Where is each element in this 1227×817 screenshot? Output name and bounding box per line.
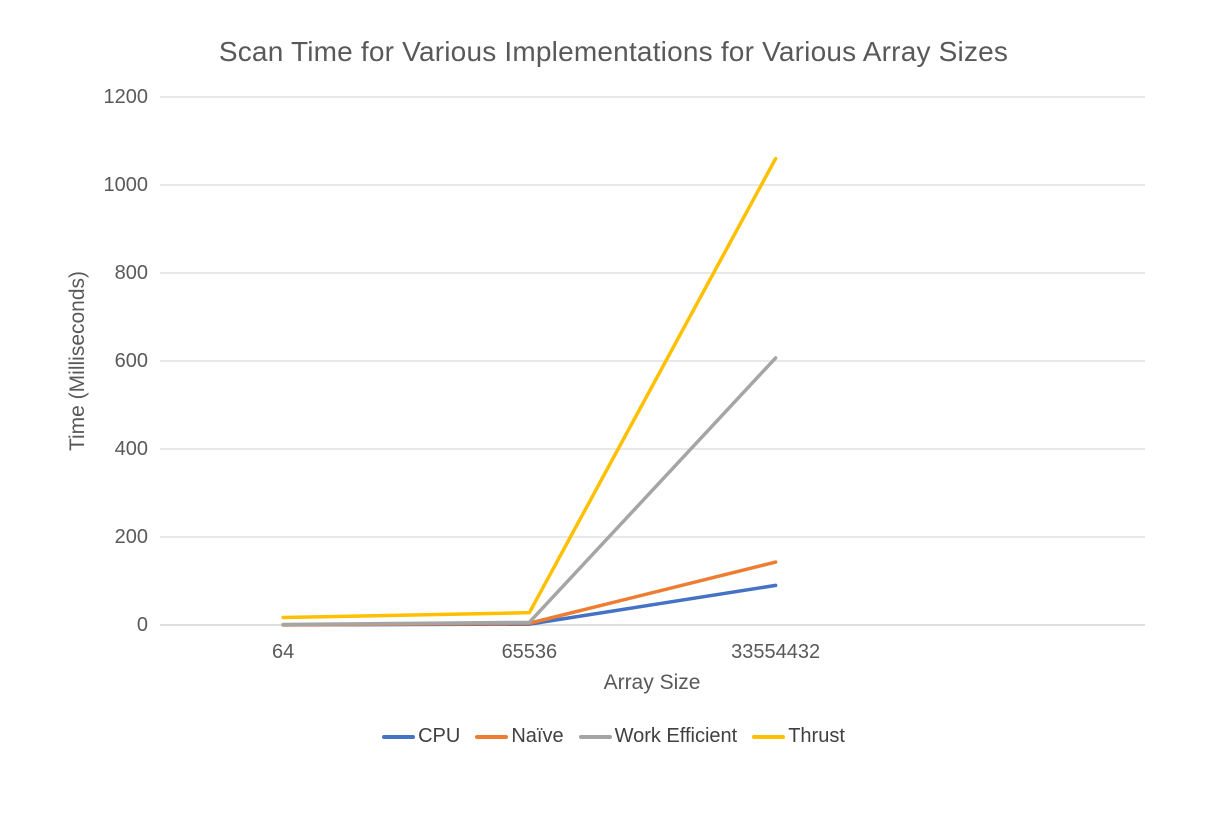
y-axis-tick-label: 600 <box>114 350 148 372</box>
legend-label: CPU <box>418 725 461 747</box>
y-axis-tick-label: 0 <box>136 614 148 636</box>
x-axis-tick-label: 65536 <box>501 641 558 663</box>
series-line-cpu <box>281 583 778 627</box>
legend-line-marker-icon <box>578 734 612 739</box>
x-axis-tick-label: 33554432 <box>731 641 821 663</box>
legend-line-marker-icon <box>475 734 509 739</box>
series-line-work-efficient <box>281 356 778 627</box>
legend-label: Work Efficient <box>614 725 738 747</box>
y-axis-tick-label: 200 <box>114 526 148 548</box>
legend-item-thrust: Thrust <box>752 725 845 748</box>
x-axis-tick-label: 64 <box>272 641 295 663</box>
y-axis-tick-label: 1000 <box>103 174 149 196</box>
chart-title: Scan Time for Various Implementations fo… <box>218 36 1009 67</box>
legend-item-work-efficient: Work Efficient <box>578 725 738 748</box>
legend-label: Naïve <box>511 725 564 747</box>
legend-label: Thrust <box>788 725 845 747</box>
legend-line-marker-icon <box>382 734 416 739</box>
y-axis-tick-label: 800 <box>114 262 148 284</box>
legend-item-na-ve: Naïve <box>475 725 564 748</box>
legend-item-cpu: CPU <box>382 725 460 748</box>
x-axis-title: Array Size <box>603 671 701 694</box>
y-axis-tick-label: 400 <box>114 438 148 460</box>
legend: CPU Naïve Work Efficient Thrust <box>0 725 1227 748</box>
legend-line-marker-icon <box>752 734 786 739</box>
y-axis-tick-label: 1200 <box>103 86 149 108</box>
series-line-thrust <box>281 156 778 620</box>
